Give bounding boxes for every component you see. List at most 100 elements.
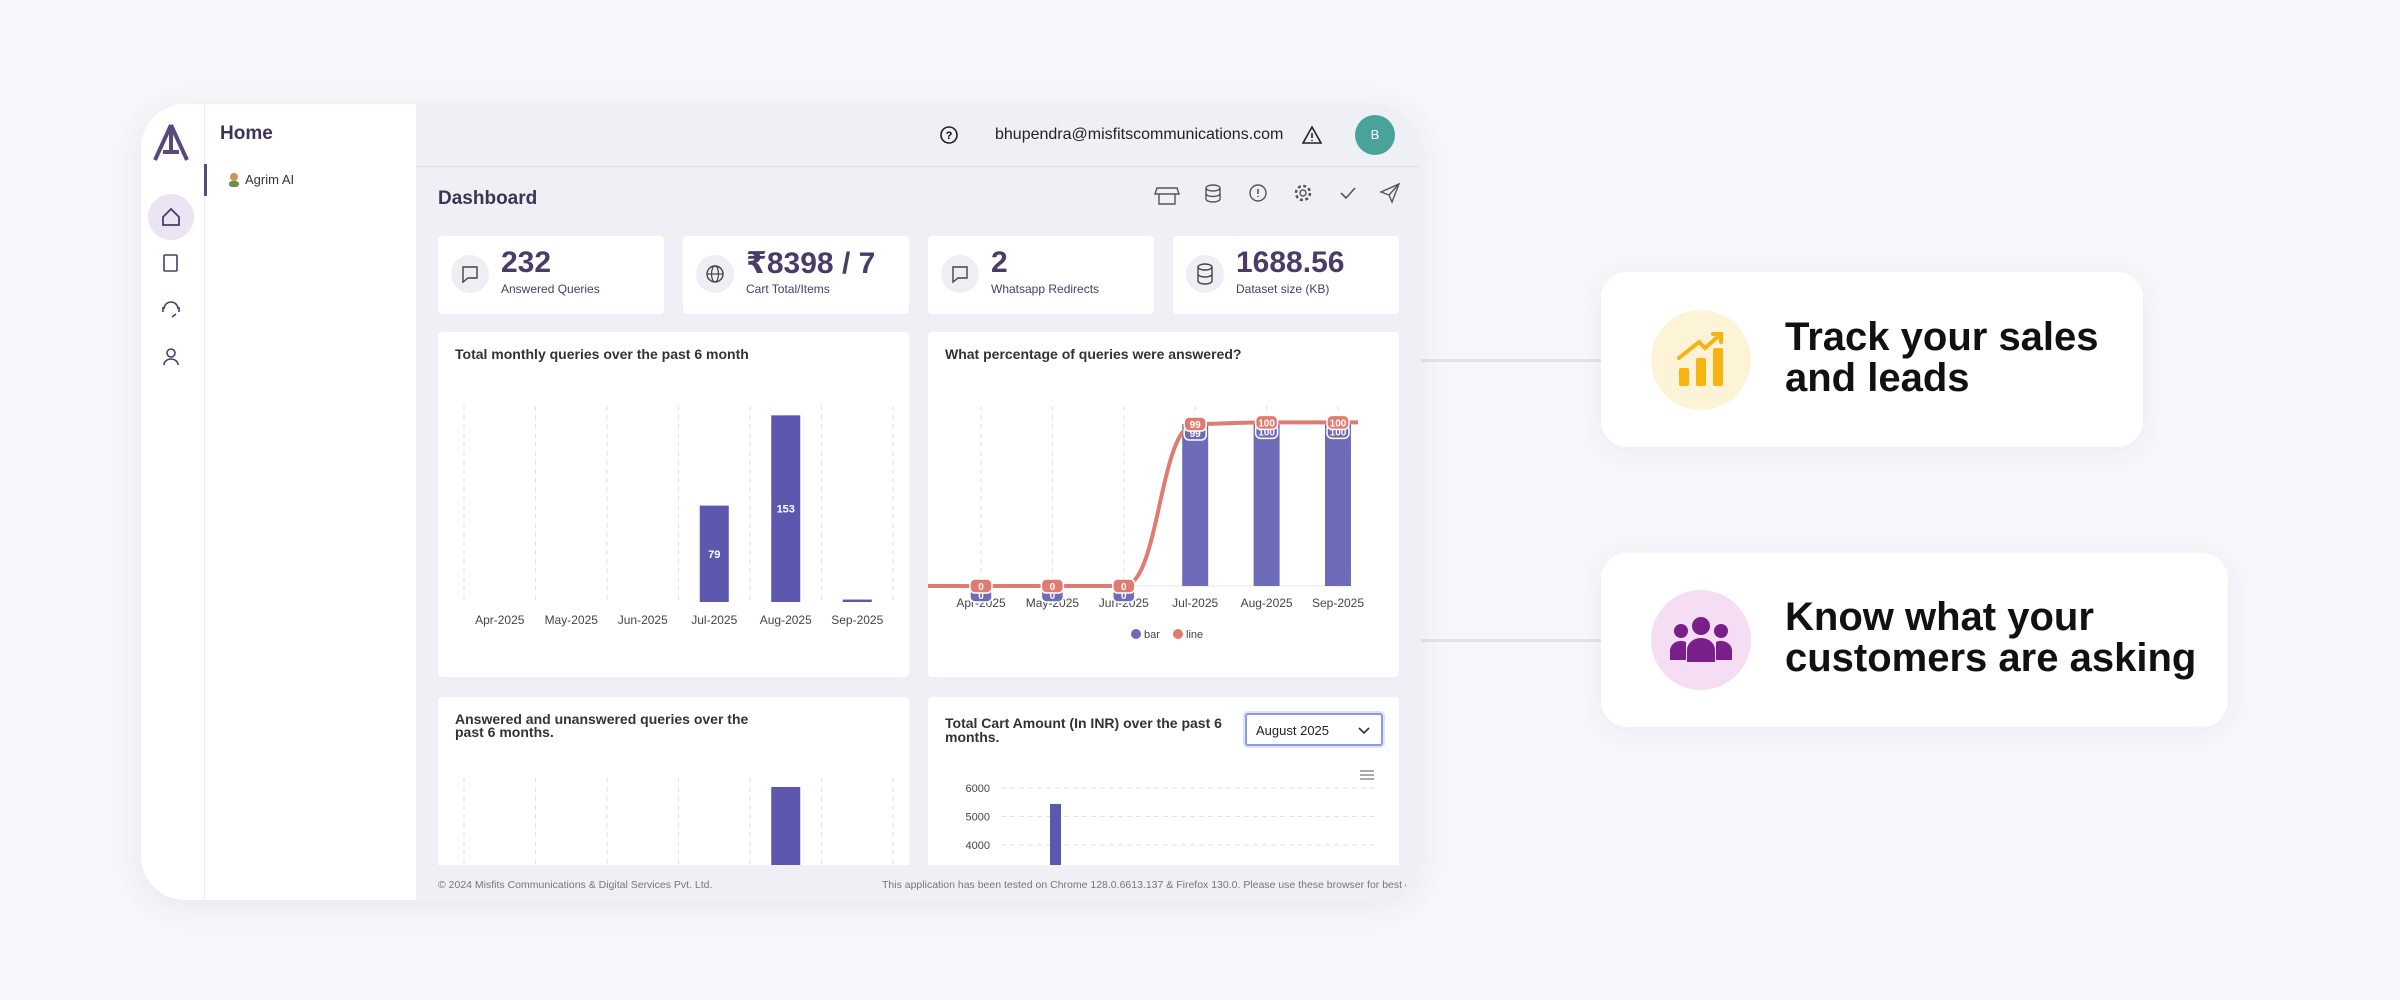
page-title: Dashboard: [438, 188, 538, 209]
x-tick-label: Sep-2025: [831, 613, 883, 627]
nav-home-bg[interactable]: [148, 194, 194, 240]
chart: Apr-2025 May-2025 Jun-2025 79 Jul-2025 153 Aug…: [463, 406, 894, 627]
bar: [771, 415, 801, 602]
line: [928, 420, 1358, 588]
rail-divider: [204, 104, 205, 900]
stat-label: Dataset size (KB): [1236, 282, 1330, 296]
settings-icon[interactable]: [1294, 184, 1312, 202]
data-label-bg: [1326, 414, 1350, 431]
data-label: 99: [1190, 429, 1202, 440]
x-tick-label: Aug-2025: [760, 613, 812, 627]
nav-home[interactable]: [162, 207, 180, 226]
data-label: 100: [1330, 427, 1347, 438]
data-label: 79: [708, 549, 720, 561]
x-tick-label: Jul-2025: [1172, 596, 1218, 610]
feature-text: Know what your customers are asking: [1785, 595, 2197, 680]
data-label-bg: [1040, 578, 1065, 594]
footer-copyright: © 2024 Misfits Communications & Digital …: [438, 879, 713, 891]
x-tick-label: May-2025: [1026, 596, 1080, 610]
data-label: 0: [1050, 582, 1056, 593]
data-label-bg: [1254, 414, 1279, 431]
chart-menu[interactable]: [1359, 769, 1375, 781]
stat-icon: [696, 255, 734, 293]
help-icon[interactable]: ?: [939, 125, 959, 145]
chart-panel: Total monthly queries over the past 6 mo…: [438, 332, 909, 677]
feature-card: Track your sales and leads: [1601, 272, 2143, 447]
item-avatar: [229, 173, 239, 187]
y-tick-label: 4000: [966, 840, 990, 852]
check-icon[interactable]: [1340, 187, 1356, 200]
data-label: 153: [777, 504, 795, 516]
y-tick-label: 6000: [966, 783, 990, 795]
data-label: 0: [1121, 591, 1127, 602]
footer-notice: This application has been tested on Chro…: [882, 879, 1406, 891]
data-label: 0: [978, 582, 984, 593]
stat-label: Whatsapp Redirects: [991, 282, 1100, 296]
bar: [1182, 424, 1209, 586]
bar: [699, 505, 729, 602]
stat-icon: [1186, 255, 1224, 293]
legend-label: bar: [1144, 629, 1160, 641]
bar: [1253, 422, 1280, 586]
stat-card: 232 Answered Queries: [438, 236, 664, 314]
connector: [1421, 639, 1601, 642]
nav-support[interactable]: [162, 301, 180, 318]
chart-title: Answered and unanswered queries over the…: [455, 711, 749, 740]
nav-profile-body: [163, 358, 179, 366]
feature-text: Track your sales and leads: [1785, 315, 2099, 400]
chart-title: What percentage of queries were answered…: [945, 346, 1242, 362]
data-label: 0: [978, 591, 984, 602]
chart: Apr-2025 May-2025 Jun-2025 Jul-2025 Aug-2025…: [928, 406, 1364, 641]
bar: [771, 787, 801, 865]
stat-card: ₹8398 / 7 Cart Total/Items: [683, 236, 909, 314]
stat-label: Answered Queries: [501, 282, 600, 296]
data-label: 100: [1258, 427, 1275, 438]
legend-label: line: [1186, 629, 1203, 641]
stat-value: ₹8398 / 7: [746, 247, 876, 280]
chevron: [1358, 727, 1370, 735]
logo: [153, 124, 189, 161]
legend-swatch: [1131, 629, 1141, 639]
month-select[interactable]: August 2025: [1245, 713, 1383, 746]
stat-value: 2: [991, 246, 1008, 279]
y-tick-label: 5000: [966, 812, 990, 824]
info-icon[interactable]: [1249, 184, 1267, 202]
alert-icon[interactable]: [1302, 125, 1322, 145]
nav-docs[interactable]: [163, 254, 178, 272]
stat-icon: [941, 255, 979, 293]
user-email: bhupendra@misfitscommunications.com: [995, 126, 1284, 143]
bar: [1050, 803, 1061, 865]
data-label: 100: [1330, 418, 1347, 429]
x-tick-label: Aug-2025: [1241, 596, 1293, 610]
stat-card: 1688.56 Dataset size (KB): [1173, 236, 1399, 314]
sidebar-item-label[interactable]: Agrim AI: [245, 172, 295, 187]
store-icon[interactable]: [1154, 187, 1180, 205]
month-select-value[interactable]: August 2025: [1256, 723, 1330, 738]
stat-value: 1688.56: [1236, 246, 1345, 279]
x-tick-label: Jun-2025: [618, 613, 668, 627]
bar: [1325, 422, 1351, 586]
send-icon[interactable]: [1379, 182, 1401, 204]
x-tick-label: Apr-2025: [956, 596, 1006, 610]
bar: [842, 599, 872, 602]
db-icon[interactable]: [1205, 184, 1221, 192]
chart-panel: Answered and unanswered queries over the…: [438, 697, 909, 865]
feature-icon: [1651, 310, 1751, 410]
data-label-bg: [1183, 416, 1207, 432]
icon-rail: [148, 124, 194, 366]
avatar[interactable]: B: [1355, 115, 1395, 155]
connector: [1421, 359, 1601, 362]
sidebar-item[interactable]: Agrim AI: [204, 164, 416, 196]
chart-title: Total Cart Amount (In INR) over the past…: [945, 715, 1222, 745]
data-label: 100: [1258, 418, 1275, 429]
chart-panel: Total Cart Amount (In INR) over the past…: [928, 697, 1399, 865]
x-tick-label: Jun-2025: [1099, 596, 1149, 610]
chart: 4000 5000 6000: [966, 783, 1375, 865]
data-label-bg: [1112, 578, 1136, 594]
nav-profile[interactable]: [166, 348, 176, 358]
stat-icon: [451, 255, 489, 293]
x-tick-label: Jul-2025: [691, 613, 737, 627]
x-tick-label: Apr-2025: [475, 613, 525, 627]
svg-text:?: ?: [946, 130, 953, 142]
